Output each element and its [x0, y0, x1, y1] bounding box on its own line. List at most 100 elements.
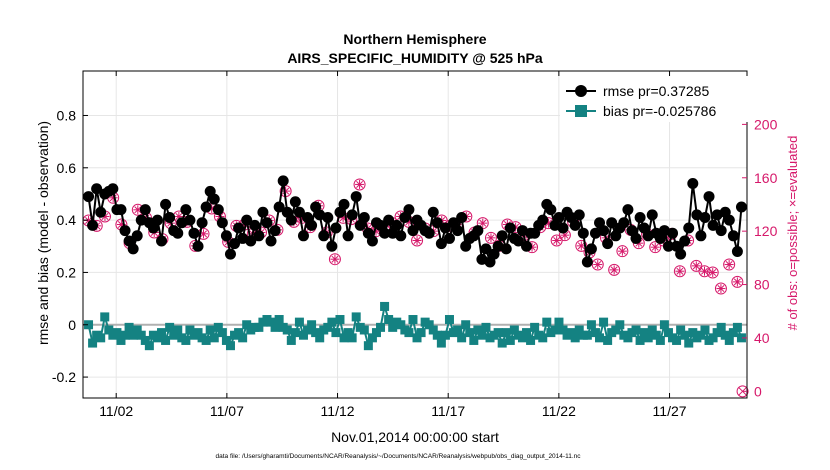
bias-point	[416, 328, 426, 338]
possible-point	[731, 275, 744, 288]
possible-point	[673, 265, 686, 278]
bias-point	[120, 330, 130, 340]
bias-point	[315, 333, 325, 343]
bias-point	[708, 333, 718, 343]
bias-point	[558, 325, 568, 335]
evaluated-point	[617, 246, 627, 256]
bias-point	[88, 338, 98, 348]
rmse-point	[297, 230, 309, 242]
evaluated-stroke	[561, 231, 569, 239]
axes-frame	[82, 70, 748, 399]
bias-point	[473, 325, 483, 335]
rmse-point	[139, 204, 151, 216]
y-left-tick-label: 0.6	[57, 160, 77, 176]
possible-point	[575, 239, 588, 252]
y-axis-left: -0.2 0 0.2 0.4 0.6 0.8	[52, 107, 88, 385]
evaluated-stroke	[134, 206, 142, 214]
rmse-point	[212, 204, 224, 216]
bias-point	[181, 335, 191, 345]
rmse-point	[245, 235, 257, 247]
bias-point	[522, 328, 532, 338]
legend-bias-label: bias pr=-0.025786	[603, 103, 716, 119]
bias-point	[331, 328, 341, 338]
rmse-point	[119, 225, 131, 237]
bias-point	[672, 335, 682, 345]
bias-point	[116, 335, 126, 345]
rmse-point	[200, 201, 212, 213]
bias-point	[457, 333, 467, 343]
evaluated-stroke	[175, 212, 183, 220]
bias-point	[205, 325, 215, 335]
y-left-tick-label: -0.2	[52, 369, 76, 385]
y-axis-left-label: rmse and bias (model - observation)	[35, 121, 51, 345]
rmse-point	[496, 230, 508, 242]
rmse-point	[188, 227, 200, 239]
bias-point	[396, 320, 406, 330]
bias-point	[611, 325, 621, 335]
bias-point	[424, 320, 434, 330]
possible-point	[706, 266, 719, 279]
rmse-point	[581, 256, 593, 268]
bias-point	[209, 333, 219, 343]
bias-point	[639, 328, 649, 338]
evaluated-stroke	[594, 261, 602, 269]
evaluated-stroke	[635, 239, 643, 247]
bias-point	[635, 335, 645, 345]
bias-point	[623, 333, 633, 343]
possible-point	[714, 282, 727, 295]
bias-point	[132, 325, 142, 335]
x-tick-label: 11/12	[321, 403, 355, 419]
bias-point	[294, 317, 304, 327]
series-rmse	[83, 175, 747, 268]
bias-point	[712, 328, 722, 338]
possible-point	[328, 253, 341, 266]
rmse-point	[229, 238, 241, 250]
rmse-point	[224, 248, 236, 260]
evaluated-point	[716, 284, 726, 294]
possible-point	[411, 234, 424, 247]
bias-point	[408, 315, 418, 325]
bias-point	[157, 328, 167, 338]
possible-point	[649, 241, 662, 254]
rmse-point	[127, 243, 139, 255]
bias-point	[453, 325, 463, 335]
evaluated-stroke	[200, 230, 208, 238]
bias-point	[440, 330, 450, 340]
bias-point	[140, 335, 150, 345]
evaluated-point	[700, 266, 710, 276]
bias-point	[376, 322, 386, 332]
evaluated-point	[675, 266, 685, 276]
rmse-point	[500, 243, 512, 255]
rmse-point	[358, 211, 370, 223]
rmse-point	[253, 230, 265, 242]
bias-point	[221, 335, 231, 345]
bias-point	[574, 325, 584, 335]
rmse-point	[306, 219, 318, 231]
y-left-tick-label: 0	[68, 317, 76, 333]
x-axis-label: Nov.01,2014 00:00:00 start	[331, 429, 499, 445]
rmse-point	[249, 219, 261, 231]
bias-point	[432, 330, 442, 340]
plot-area	[82, 175, 749, 398]
legend-bias-marker	[575, 105, 587, 117]
evaluated-point	[593, 260, 603, 270]
rmse-point	[379, 227, 391, 239]
bias-point	[509, 325, 519, 335]
bias-point	[298, 330, 308, 340]
bias-point	[84, 320, 94, 330]
evaluated-stroke	[618, 247, 626, 255]
y-left-tick-label: 0.8	[57, 107, 77, 123]
bias-point	[477, 330, 487, 340]
x-tick-label: 11/22	[542, 403, 576, 419]
rmse-point	[220, 230, 232, 242]
bias-point	[96, 333, 106, 343]
rmse-point	[545, 204, 557, 216]
rmse-point	[83, 191, 95, 203]
rmse-point	[403, 204, 415, 216]
rmse-point	[216, 217, 228, 229]
rmse-point	[573, 209, 585, 221]
bias-point	[161, 335, 171, 345]
evaluated-stroke	[651, 243, 659, 251]
rmse-point	[330, 222, 342, 234]
rmse-point	[346, 209, 358, 221]
